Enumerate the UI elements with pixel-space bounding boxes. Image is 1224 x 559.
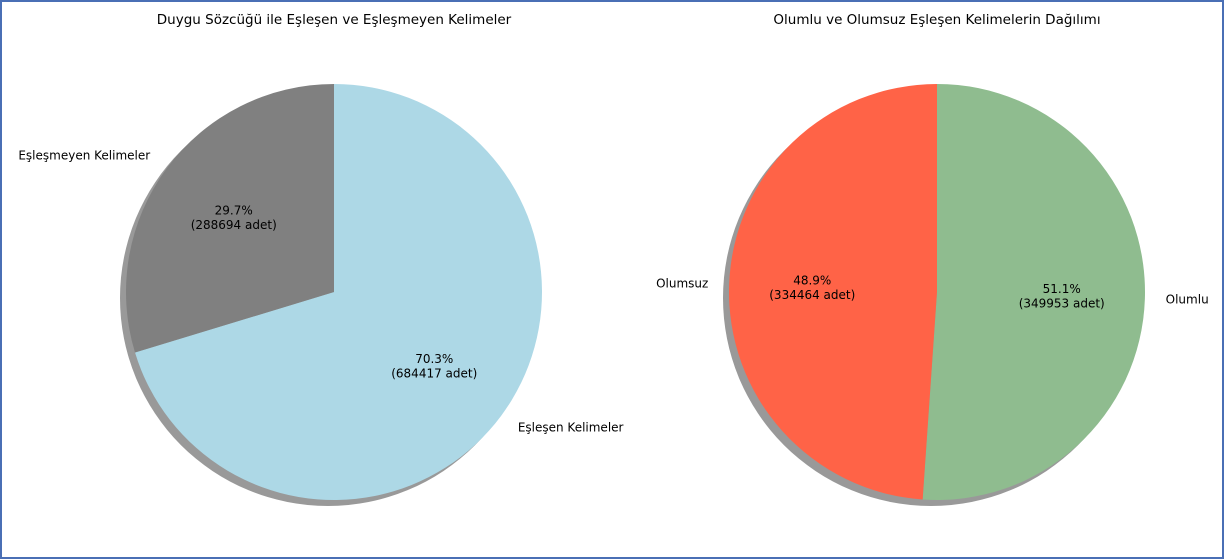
slice-label: Eşleşmeyen Kelimeler	[18, 148, 150, 162]
slice-label: Olumsuz	[656, 277, 708, 291]
chart-title: Duygu Sözcüğü ile Eşleşen ve Eşleşmeyen …	[157, 12, 512, 28]
chart-title: Olumlu ve Olumsuz Eşleşen Kelimelerin Da…	[773, 12, 1100, 28]
value-label: 51.1% (349953 adet)	[1019, 282, 1105, 310]
slice-label: Olumlu	[1166, 292, 1209, 306]
pie-slice	[135, 84, 542, 500]
value-label: 70.3% (684417 adet)	[391, 352, 477, 380]
value-label: 48.9% (334464 adet)	[769, 273, 855, 301]
pie-slice	[126, 84, 335, 353]
pie-slice	[922, 84, 1145, 500]
pie-slice	[728, 84, 937, 500]
slice-label: Eşleşen Kelimeler	[518, 421, 624, 435]
value-label: 29.7% (288694 adet)	[191, 203, 277, 231]
